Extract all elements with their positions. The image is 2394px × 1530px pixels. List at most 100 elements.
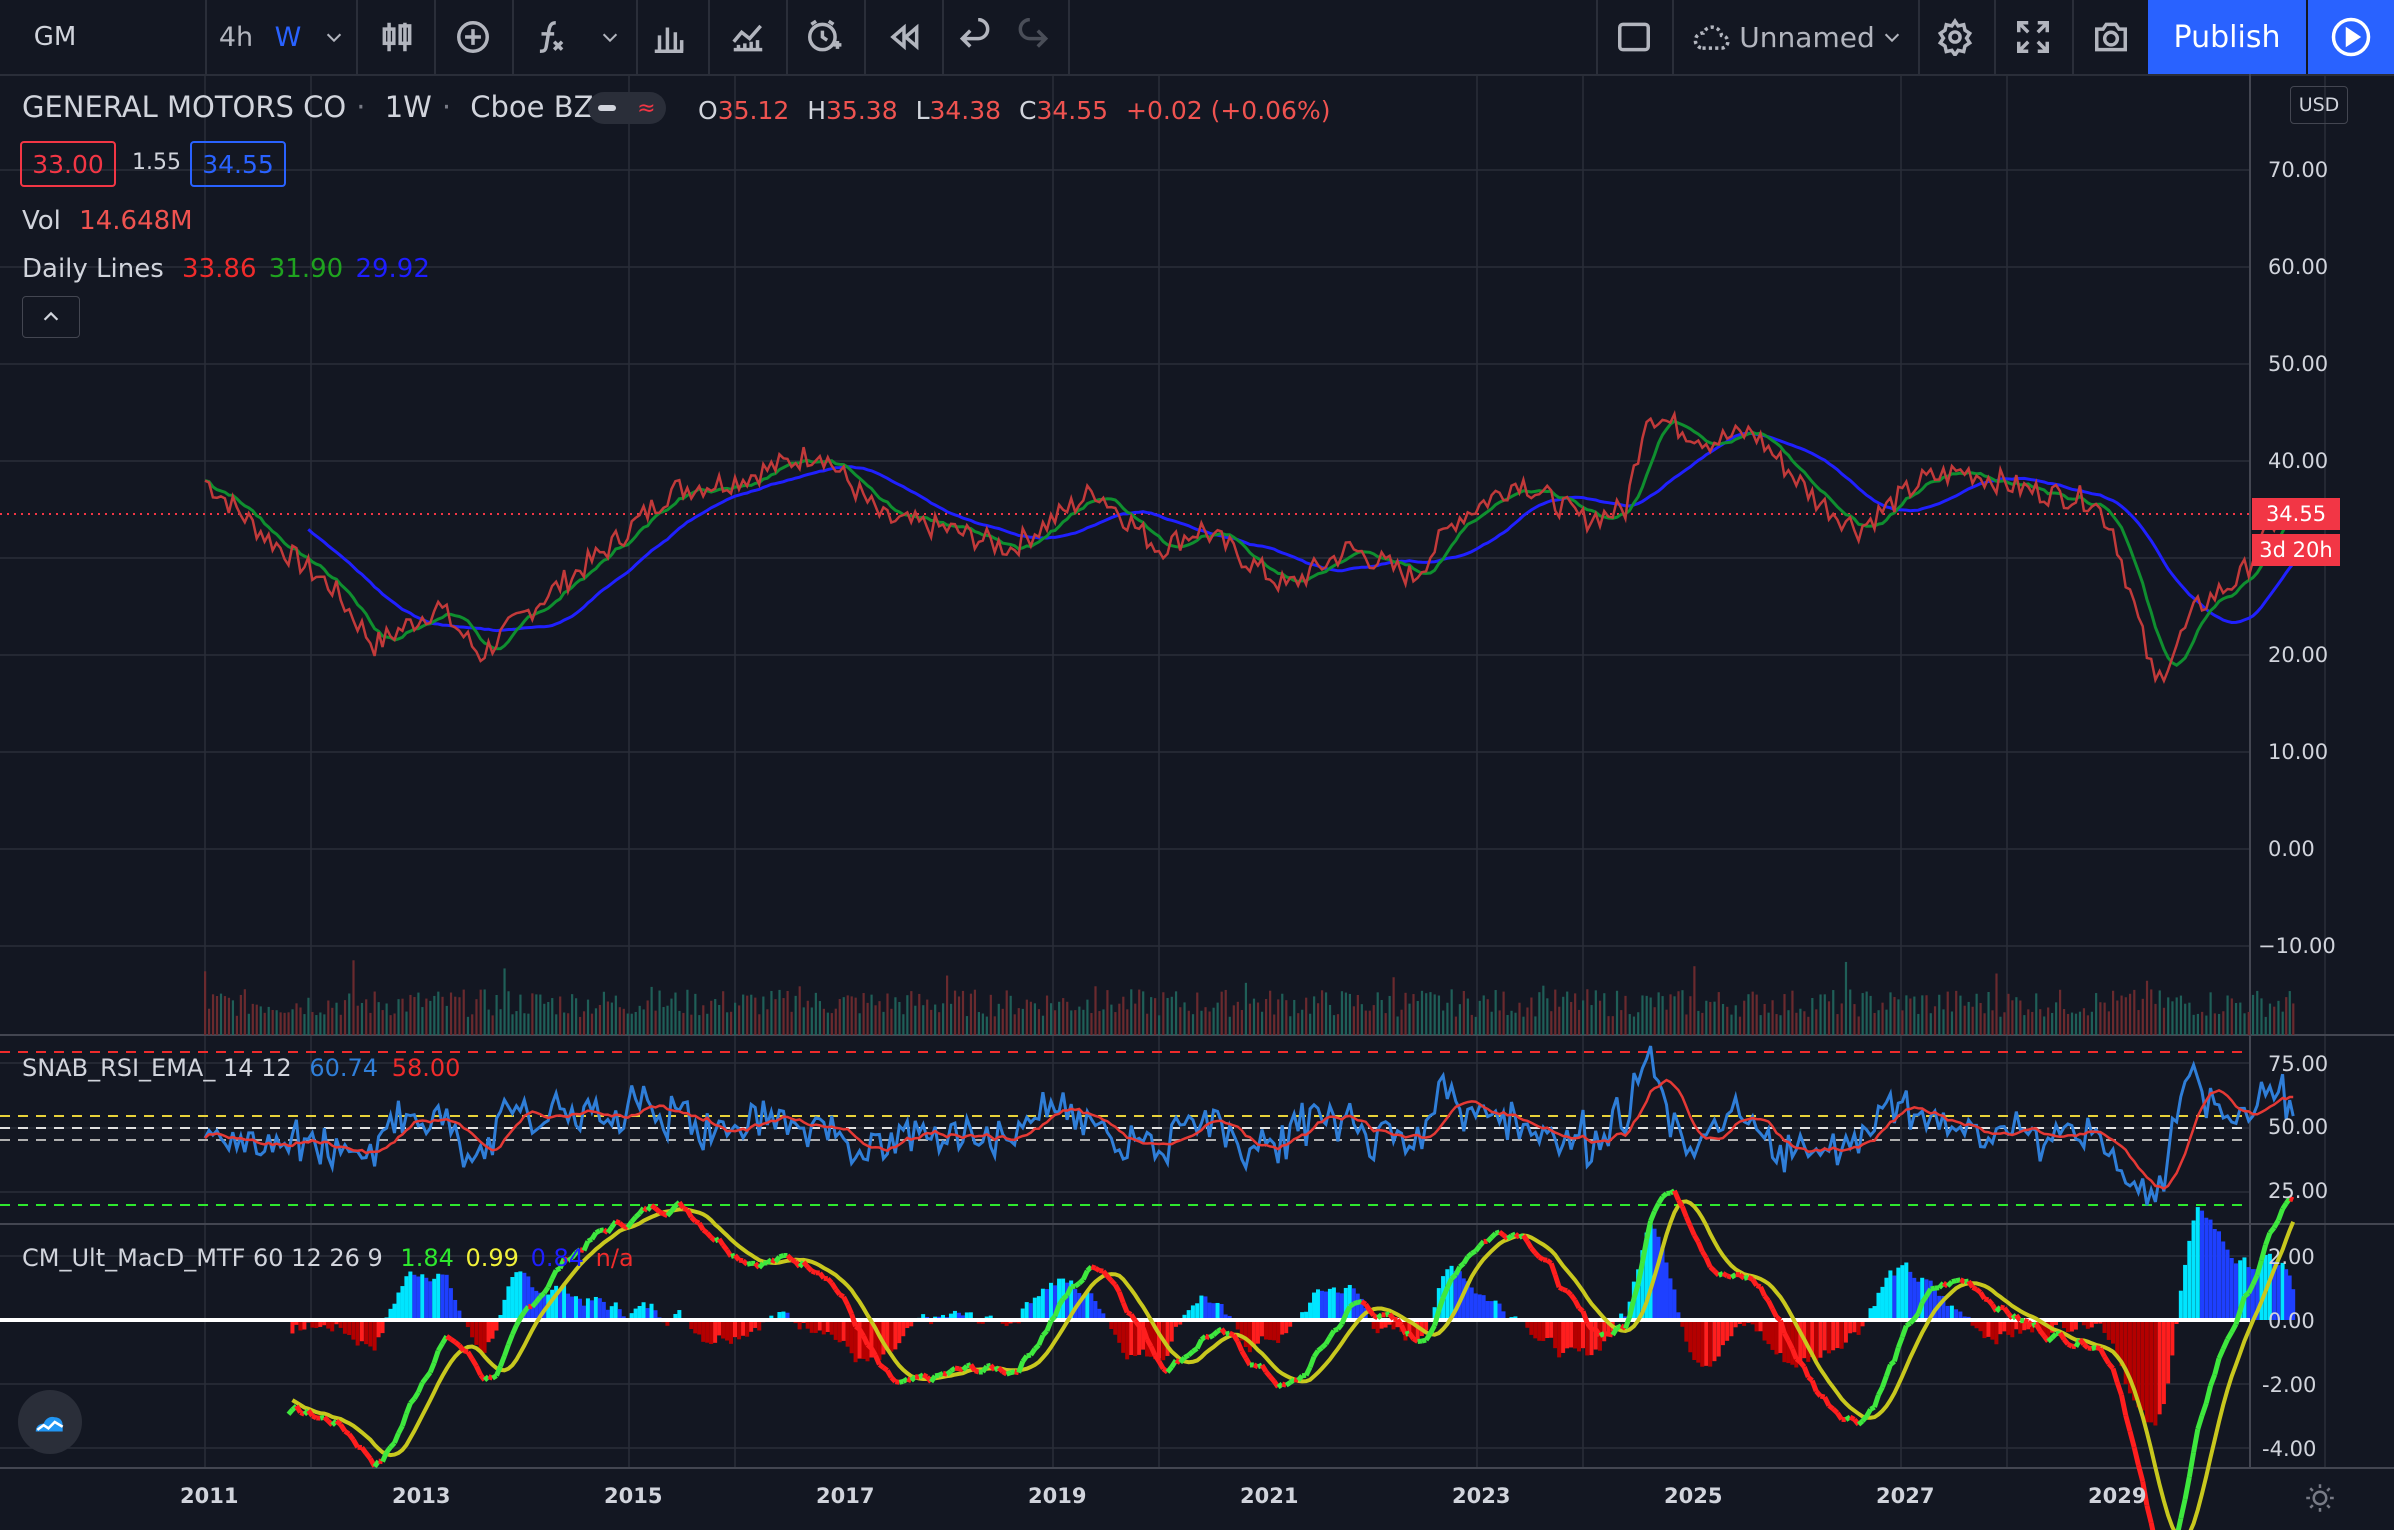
- macd-histogram-bar: [1525, 1320, 1530, 1328]
- volume-bar: [1191, 1014, 1195, 1035]
- macd-histogram-bar: [585, 1298, 590, 1320]
- macd-line-segment: [650, 1203, 658, 1211]
- macd-histogram-bar: [1593, 1320, 1598, 1350]
- buy-price-button[interactable]: 34.55: [190, 141, 286, 187]
- macd-line-segment: [498, 1355, 507, 1368]
- volume-bar: [946, 975, 949, 1035]
- macd-histogram-bar: [1762, 1320, 1767, 1341]
- macd-line-segment: [2220, 1338, 2230, 1350]
- macd-line-segment: [738, 1257, 744, 1264]
- macd-histogram-bar: [428, 1281, 433, 1320]
- macd-histogram-bar: [1268, 1320, 1273, 1340]
- macd-line-segment: [2208, 1373, 2218, 1387]
- macd-line-segment: [1199, 1334, 1208, 1342]
- macd-hist-value: 0.84: [530, 1244, 585, 1272]
- candles-icon[interactable]: [370, 0, 424, 74]
- macd-line-segment: [1307, 1355, 1317, 1369]
- volume-bar: [449, 992, 453, 1035]
- macd-line-segment: [857, 1328, 866, 1338]
- volume-bar: [271, 1009, 274, 1035]
- redo-icon[interactable]: [1006, 0, 1060, 74]
- collapse-legend-button[interactable]: [22, 296, 80, 338]
- interval-4h-button[interactable]: 4h: [218, 21, 254, 53]
- symbol-legend[interactable]: GENERAL MOTORS CO · 1W · Cboe BZX: [22, 90, 614, 124]
- macd-histogram-bar: [2089, 1320, 2094, 1328]
- macd-line-segment: [906, 1376, 913, 1383]
- volume-bar: [1955, 990, 1958, 1035]
- macd-legend[interactable]: CM_Ult_MacD_MTF 60 12 26 9 1.84 0.99 0.8…: [22, 1244, 644, 1272]
- symbol-search-button[interactable]: GM: [33, 22, 77, 52]
- macd-line-segment: [1208, 1332, 1215, 1340]
- macd-line-segment: [1138, 1323, 1145, 1331]
- volume-bar: [1649, 997, 1652, 1035]
- volume-bar: [547, 1002, 550, 1035]
- macd-histogram-bar: [1339, 1293, 1344, 1320]
- volume-bar: [1759, 1015, 1762, 1035]
- macd-line-segment: [579, 1247, 585, 1253]
- volume-legend[interactable]: Vol 14.648M: [22, 206, 203, 236]
- macd-line-segment: [1721, 1271, 1729, 1279]
- alert-clock-icon[interactable]: [796, 0, 852, 74]
- macd-line-segment: [2050, 1331, 2058, 1340]
- volume-bar: [1224, 989, 1227, 1035]
- fullscreen-icon[interactable]: [2002, 0, 2064, 74]
- daily-lines-legend[interactable]: Daily Lines 33.86 31.90 29.92: [22, 254, 440, 284]
- volume-bar: [1187, 1010, 1190, 1035]
- volume-bar: [850, 996, 853, 1035]
- macd-line-segment: [1565, 1289, 1573, 1297]
- macd-line-segment: [1580, 1310, 1590, 1324]
- volume-bar: [2171, 1001, 2174, 1035]
- chevron-down-icon[interactable]: [318, 0, 350, 74]
- macd-line-segment: [1094, 1266, 1101, 1273]
- chevron-down-icon[interactable]: [594, 0, 626, 74]
- macd-line-segment: [589, 1231, 598, 1241]
- macd-histogram-bar: [721, 1320, 726, 1339]
- macd-histogram-bar: [1243, 1320, 1248, 1348]
- bar-replay-icon[interactable]: [876, 0, 932, 74]
- volume-bar: [706, 1013, 709, 1035]
- macd-histogram-bar: [490, 1320, 495, 1339]
- macd-histogram-bar: [2229, 1257, 2234, 1320]
- play-icon[interactable]: [2308, 0, 2394, 74]
- volume-bar: [2133, 989, 2136, 1035]
- macd-line-segment: [2182, 1476, 2192, 1500]
- macd-line-segment: [1615, 1323, 1623, 1331]
- sell-price-button[interactable]: 33.00: [20, 141, 116, 187]
- templates-chart-icon[interactable]: [720, 0, 776, 74]
- undo-icon[interactable]: [948, 0, 1002, 74]
- macd-line-segment: [347, 1432, 356, 1442]
- macd-histogram-bar: [355, 1320, 360, 1346]
- financials-bar-icon[interactable]: [642, 0, 696, 74]
- volume-bar: [1078, 1006, 1081, 1035]
- camera-icon[interactable]: [2080, 0, 2142, 74]
- chevron-down-icon[interactable]: [1878, 0, 1906, 74]
- macd-histogram-bar: [2166, 1320, 2171, 1384]
- volume-bar: [985, 1016, 988, 1035]
- volume-bar: [973, 989, 977, 1035]
- interval-w-button[interactable]: W: [274, 21, 302, 53]
- indicators-fx-icon[interactable]: [524, 0, 578, 74]
- layout-name-button[interactable]: Unnamed: [1739, 20, 1875, 54]
- compare-add-icon[interactable]: [446, 0, 500, 74]
- macd-histogram-bar: [526, 1276, 531, 1320]
- layout-square-icon[interactable]: [1606, 0, 1662, 74]
- macd-line-segment: [1449, 1272, 1458, 1281]
- rsi-legend[interactable]: SNAB_RSI_EMA_ 14 12 60.74 58.00: [22, 1054, 470, 1082]
- volume-bar: [1433, 994, 1436, 1035]
- volume-bar: [445, 1005, 448, 1035]
- gear-icon[interactable]: [1926, 0, 1984, 74]
- volume-bar: [2019, 1000, 2022, 1035]
- volume-bar: [854, 997, 857, 1035]
- volume-bar: [1352, 1006, 1355, 1035]
- volume-bar: [682, 1012, 685, 1035]
- macd-histogram-bar: [1729, 1320, 1734, 1337]
- tradingview-logo-button[interactable]: [18, 1390, 82, 1454]
- market-status-toggle[interactable]: ≈: [588, 92, 666, 124]
- macd-histogram-bar: [1704, 1320, 1709, 1366]
- currency-button[interactable]: USD: [2290, 86, 2348, 124]
- publish-button[interactable]: Publish: [2148, 0, 2306, 74]
- volume-bar: [1598, 1000, 1602, 1035]
- time-axis-settings-button[interactable]: [2300, 1478, 2340, 1518]
- macd-histogram-bar: [1541, 1320, 1546, 1341]
